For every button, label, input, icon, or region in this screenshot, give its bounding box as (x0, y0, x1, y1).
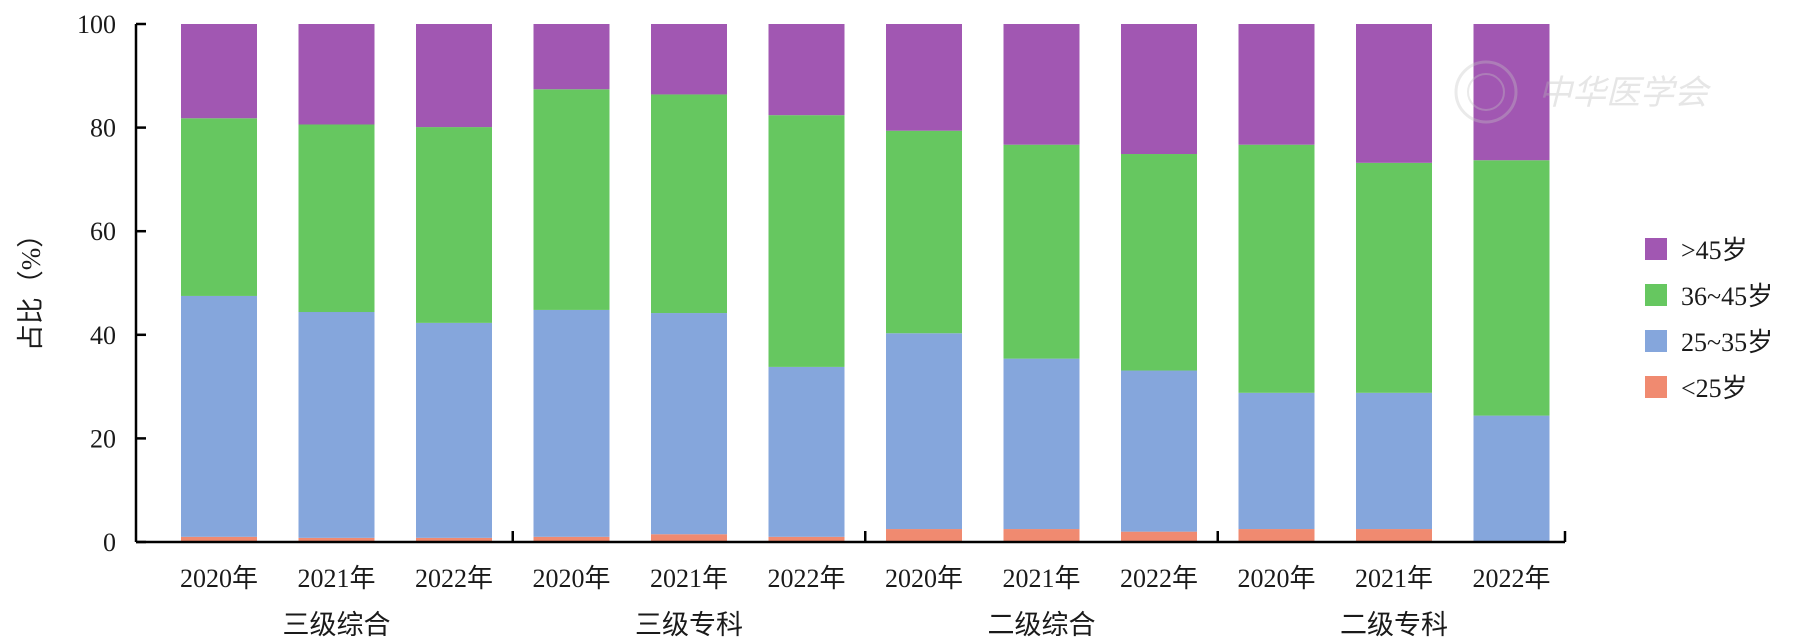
x-group-label-3: 二级专科 (1340, 610, 1448, 640)
axes-layer (134, 24, 1567, 544)
x-tick-label-2: 2022年 (415, 564, 493, 593)
legend-label-0: >45岁 (1681, 236, 1748, 265)
bar-segment-series-2-cat-7 (1003, 144, 1080, 359)
x-tick-label-0: 2020年 (180, 564, 258, 593)
bar-segment-series-3-cat-11 (1473, 24, 1550, 161)
bar-segment-series-0-cat-5 (768, 536, 845, 542)
bar-segment-series-0-cat-10 (1356, 529, 1432, 542)
x-group-label-0: 三级综合 (283, 610, 391, 640)
watermark-logo: 中华医学会 (1454, 60, 1712, 124)
legend-swatch-2 (1645, 330, 1667, 352)
bar-segment-series-1-cat-9 (1238, 392, 1315, 530)
y-tick-label-4: 80 (90, 114, 116, 143)
x-tick-label-1: 2021年 (297, 564, 375, 593)
bar-segment-series-2-cat-11 (1473, 160, 1550, 416)
y-tick-label-1: 20 (90, 424, 116, 453)
x-tick-label-3: 2020年 (532, 564, 610, 593)
y-tick-label-5: 100 (77, 10, 116, 39)
bar-segment-series-1-cat-7 (1003, 358, 1080, 530)
y-axis-label: 占比（%） (16, 221, 46, 352)
x-tick-label-5: 2022年 (767, 564, 845, 593)
bars-layer (181, 24, 1550, 542)
bar-segment-series-2-cat-2 (416, 127, 492, 323)
bar-segment-series-0-cat-4 (651, 534, 727, 542)
bar-segment-series-0-cat-0 (181, 536, 257, 542)
bar-segment-series-3-cat-3 (533, 24, 610, 90)
bar-segment-series-2-cat-9 (1238, 144, 1315, 393)
x-tick-label-8: 2022年 (1120, 564, 1198, 593)
x-category-labels: 2020年 2021年 2022年 2020年 2021年 2022年 2020年 2021年… (180, 564, 1551, 593)
legend-label-2: 25~35岁 (1681, 328, 1773, 357)
bar-segment-series-2-cat-3 (533, 89, 610, 310)
watermark-text: 中华医学会 (1538, 75, 1712, 112)
bar-segment-series-0-cat-9 (1238, 529, 1315, 542)
bar-segment-series-1-cat-3 (533, 309, 610, 537)
bar-segment-series-2-cat-4 (651, 94, 727, 314)
bar-segment-series-3-cat-8 (1121, 24, 1197, 155)
legend-swatch-1 (1645, 284, 1667, 306)
bar-segment-series-3-cat-10 (1356, 24, 1432, 163)
bar-segment-series-0-cat-8 (1121, 531, 1197, 542)
bar-segment-series-2-cat-1 (298, 124, 375, 313)
bar-segment-series-3-cat-6 (886, 24, 962, 131)
bar-segment-series-2-cat-0 (181, 118, 257, 296)
bar-segment-series-3-cat-2 (416, 24, 492, 128)
seal-icon (1454, 60, 1518, 124)
x-tick-label-11: 2022年 (1472, 564, 1550, 593)
legend: >45岁 36~45岁 25~35岁 <25岁 (1645, 236, 1773, 403)
x-group-label-2: 二级综合 (988, 610, 1096, 640)
y-tick-label-3: 60 (90, 217, 116, 246)
x-tick-label-7: 2021年 (1002, 564, 1080, 593)
y-ticks-layer: 0 20 40 60 80 100 (77, 10, 146, 557)
bar-segment-series-1-cat-8 (1121, 370, 1197, 532)
bar-segment-series-1-cat-11 (1473, 415, 1550, 541)
bar-segment-series-3-cat-4 (651, 24, 727, 95)
bar-segment-series-3-cat-0 (181, 24, 257, 119)
x-group-labels: 三级综合 三级专科 二级综合 二级专科 (283, 610, 1449, 640)
bar-segment-series-2-cat-10 (1356, 162, 1432, 393)
legend-swatch-0 (1645, 238, 1667, 260)
bar-segment-series-1-cat-6 (886, 333, 962, 530)
x-group-label-1: 三级专科 (635, 610, 743, 640)
legend-swatch-3 (1645, 376, 1667, 398)
bar-segment-series-3-cat-5 (768, 24, 845, 116)
bar-segment-series-1-cat-10 (1356, 392, 1432, 530)
bar-segment-series-0-cat-3 (533, 536, 610, 542)
legend-label-1: 36~45岁 (1681, 282, 1773, 311)
bar-segment-series-0-cat-2 (416, 537, 492, 542)
x-tick-label-9: 2020年 (1237, 564, 1315, 593)
x-tick-label-10: 2021年 (1355, 564, 1433, 593)
seal-inner-ring (1467, 73, 1505, 111)
y-tick-label-0: 0 (103, 528, 116, 557)
bar-segment-series-3-cat-9 (1238, 24, 1315, 145)
bar-segment-series-1-cat-0 (181, 295, 257, 537)
bar-segment-series-0-cat-1 (298, 537, 375, 542)
x-tick-label-4: 2021年 (650, 564, 728, 593)
bar-segment-series-1-cat-4 (651, 313, 727, 535)
bar-segment-series-0-cat-7 (1003, 529, 1080, 542)
bar-segment-series-1-cat-5 (768, 366, 845, 537)
bar-segment-series-2-cat-8 (1121, 154, 1197, 371)
bar-segment-series-0-cat-6 (886, 529, 962, 542)
y-tick-label-2: 40 (90, 321, 116, 350)
bar-segment-series-1-cat-2 (416, 322, 492, 538)
x-tick-label-6: 2020年 (885, 564, 963, 593)
bar-segment-series-1-cat-1 (298, 312, 375, 538)
bar-segment-series-3-cat-7 (1003, 24, 1080, 145)
bar-segment-series-3-cat-1 (298, 24, 375, 125)
bar-segment-series-2-cat-5 (768, 115, 845, 367)
legend-label-3: <25岁 (1681, 374, 1748, 403)
bar-segment-series-2-cat-6 (886, 130, 962, 334)
